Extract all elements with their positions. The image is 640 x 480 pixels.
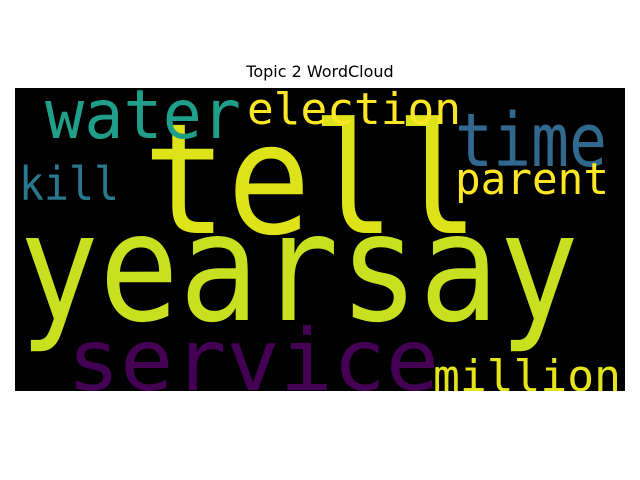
wordcloud-panel: million service yearsay tell water elect… <box>15 88 625 391</box>
word-yearsay: yearsay <box>19 182 579 356</box>
word-tell: tell <box>143 91 479 270</box>
word-kill: kill <box>19 157 119 211</box>
word-million: million <box>433 351 621 391</box>
figure-title: Topic 2 WordCloud <box>246 62 394 81</box>
word-parent: parent <box>455 154 609 205</box>
word-time: time <box>455 98 607 184</box>
word-water: water <box>45 88 241 155</box>
word-service: service <box>67 311 439 391</box>
word-election: election <box>247 88 461 135</box>
